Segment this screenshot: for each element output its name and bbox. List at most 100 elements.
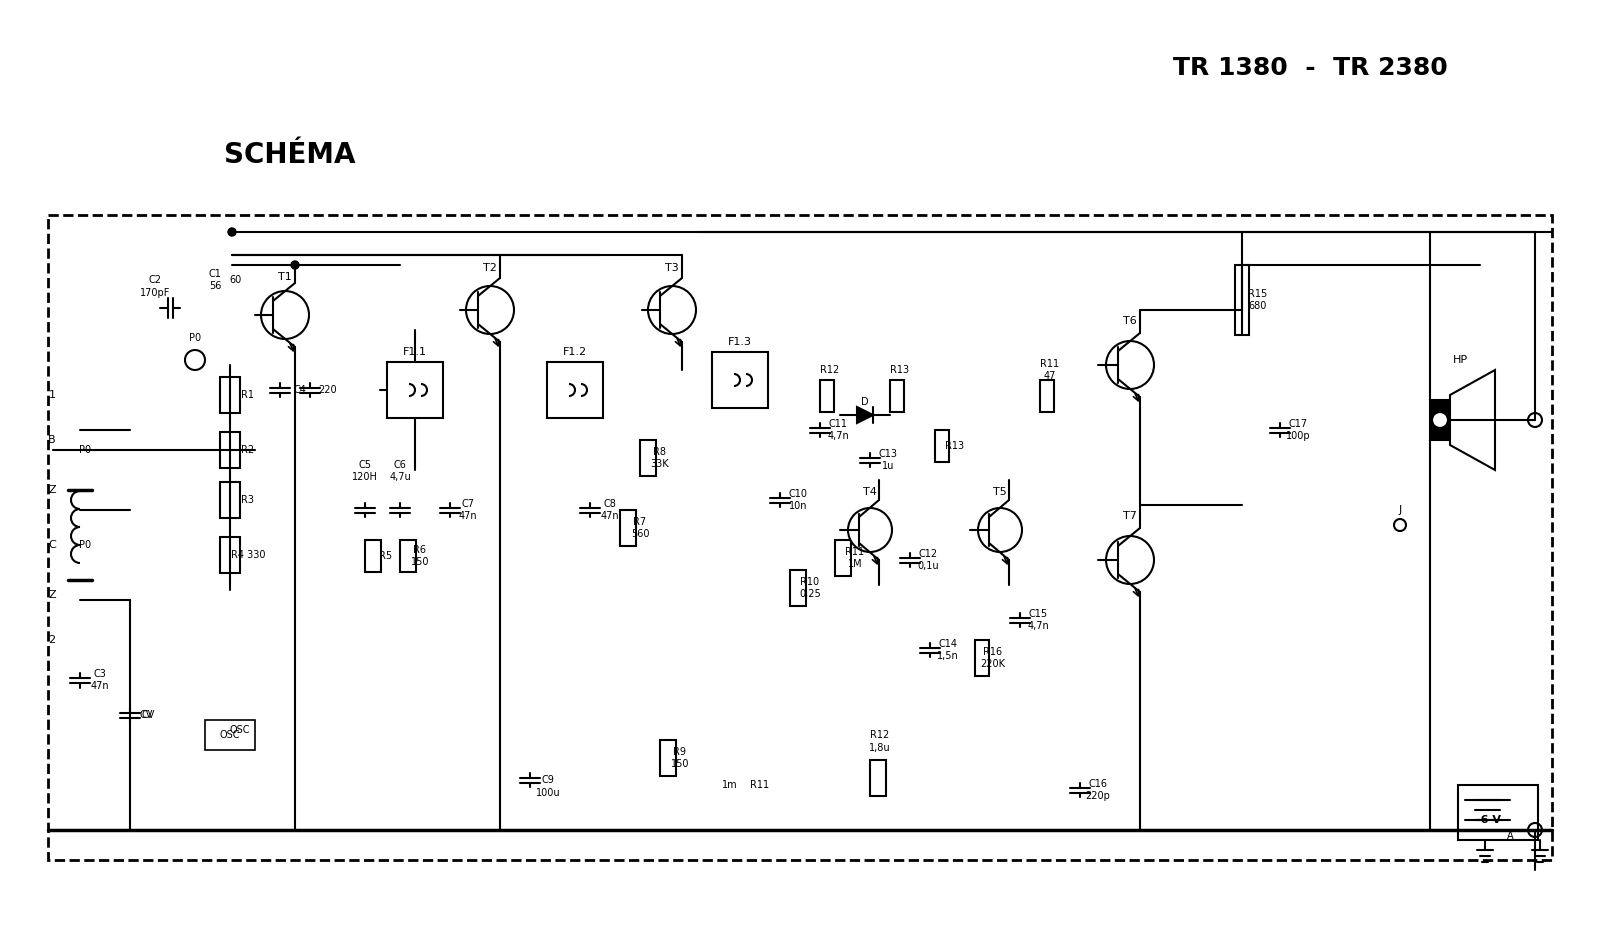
- Bar: [890, 380, 904, 412]
- Circle shape: [1432, 412, 1448, 428]
- Text: R11
47: R11 47: [1040, 359, 1059, 381]
- Polygon shape: [1450, 370, 1494, 470]
- Text: C8
47n: C8 47n: [600, 499, 619, 521]
- Bar: [1040, 380, 1054, 412]
- Text: 60: 60: [229, 275, 242, 285]
- Text: R12: R12: [821, 365, 840, 375]
- Text: T3: T3: [666, 263, 678, 273]
- Text: R13: R13: [946, 441, 965, 451]
- Text: 2: 2: [48, 635, 56, 645]
- Circle shape: [291, 261, 299, 269]
- Text: P0: P0: [78, 540, 91, 550]
- Circle shape: [978, 508, 1022, 552]
- Text: C9: C9: [541, 775, 555, 785]
- Text: 1m: 1m: [722, 780, 738, 790]
- Text: T7: T7: [1123, 511, 1138, 521]
- Text: R11: R11: [750, 780, 770, 790]
- Text: C7
47n: C7 47n: [459, 499, 477, 521]
- Text: 220: 220: [318, 385, 338, 395]
- Text: R16
220K: R16 220K: [981, 648, 1005, 668]
- Text: T4: T4: [862, 487, 877, 497]
- Text: R1: R1: [242, 390, 254, 400]
- Text: C10
10n: C10 10n: [789, 489, 808, 510]
- Bar: [1430, 400, 1450, 440]
- Circle shape: [466, 286, 514, 334]
- Bar: [221, 432, 240, 468]
- Bar: [205, 720, 254, 750]
- Text: C16
220p: C16 220p: [1085, 779, 1110, 801]
- Bar: [221, 377, 240, 413]
- Text: R8
33K: R8 33K: [651, 447, 669, 469]
- Bar: [400, 540, 416, 572]
- Bar: [819, 380, 834, 412]
- Text: 1: 1: [48, 390, 56, 400]
- Circle shape: [229, 228, 237, 236]
- Circle shape: [1106, 536, 1154, 584]
- Circle shape: [186, 350, 205, 370]
- Text: T6: T6: [1123, 316, 1138, 326]
- Text: F1.1: F1.1: [403, 347, 427, 357]
- Text: J: J: [1398, 505, 1402, 515]
- Text: 120H: 120H: [352, 472, 378, 482]
- Text: C1
56: C1 56: [208, 269, 221, 290]
- Circle shape: [1528, 823, 1542, 837]
- Text: R10
0,25: R10 0,25: [798, 577, 821, 599]
- Text: C14
1,5n: C14 1,5n: [938, 639, 958, 661]
- Text: Z: Z: [48, 485, 56, 495]
- Text: R7
560: R7 560: [630, 517, 650, 539]
- Text: R3: R3: [242, 495, 254, 505]
- Text: C6: C6: [394, 460, 406, 470]
- Text: HP: HP: [1453, 355, 1467, 365]
- Text: C17
100p: C17 100p: [1286, 419, 1310, 441]
- Text: A: A: [1507, 831, 1514, 841]
- Text: R2: R2: [242, 445, 254, 455]
- Text: CV: CV: [139, 710, 152, 720]
- Text: R11
1M: R11 1M: [845, 547, 864, 569]
- Bar: [1458, 785, 1538, 840]
- Bar: [712, 352, 768, 408]
- Text: B: B: [48, 435, 56, 445]
- Text: C11
4,7n: C11 4,7n: [827, 419, 850, 441]
- Text: C5: C5: [358, 460, 371, 470]
- Text: R4 330: R4 330: [230, 550, 266, 560]
- Text: R15
680: R15 680: [1248, 290, 1267, 311]
- Bar: [1235, 265, 1250, 335]
- Circle shape: [1528, 413, 1542, 427]
- Text: -6 V: -6 V: [1475, 815, 1501, 825]
- Text: 1,8u: 1,8u: [869, 743, 891, 753]
- Text: T2: T2: [483, 263, 498, 273]
- Bar: [974, 640, 989, 676]
- Polygon shape: [858, 407, 874, 423]
- Bar: [387, 362, 443, 418]
- Bar: [221, 537, 240, 573]
- Bar: [661, 740, 675, 776]
- Text: T1: T1: [278, 272, 291, 282]
- Text: R9
150: R9 150: [670, 747, 690, 769]
- Circle shape: [1394, 519, 1406, 531]
- Text: C4: C4: [293, 385, 307, 395]
- Bar: [835, 540, 851, 576]
- Text: R6
150: R6 150: [411, 545, 429, 567]
- Text: 4,7u: 4,7u: [389, 472, 411, 482]
- Text: R12: R12: [870, 730, 890, 740]
- Text: D: D: [861, 397, 869, 407]
- Text: T5: T5: [994, 487, 1006, 497]
- Text: OSC: OSC: [219, 730, 240, 740]
- Bar: [221, 482, 240, 518]
- Text: C15
4,7n: C15 4,7n: [1027, 609, 1050, 631]
- Text: C13
1u: C13 1u: [878, 449, 898, 471]
- Text: P0: P0: [189, 333, 202, 343]
- Text: P0: P0: [78, 445, 91, 455]
- Bar: [870, 760, 886, 796]
- Circle shape: [1106, 341, 1154, 389]
- Text: OSC: OSC: [230, 725, 250, 735]
- Text: F1.2: F1.2: [563, 347, 587, 357]
- Text: SCHÉMA: SCHÉMA: [224, 141, 355, 169]
- Bar: [934, 430, 949, 462]
- Text: C12
0,1u: C12 0,1u: [917, 549, 939, 571]
- Bar: [790, 570, 806, 606]
- Text: C: C: [48, 540, 56, 550]
- Bar: [365, 540, 381, 572]
- Text: R5: R5: [379, 551, 392, 561]
- Text: Z: Z: [48, 590, 56, 600]
